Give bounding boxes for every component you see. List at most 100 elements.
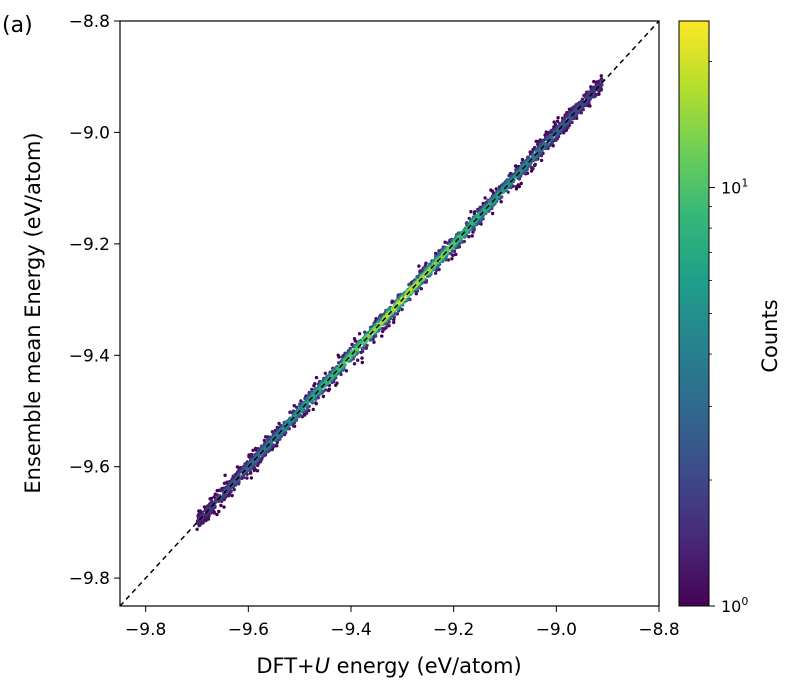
data-point bbox=[443, 240, 447, 244]
data-point bbox=[392, 320, 396, 325]
data-point bbox=[245, 476, 249, 480]
data-point bbox=[506, 190, 510, 194]
x-axis-label-italic: U bbox=[315, 654, 330, 678]
data-point bbox=[372, 340, 376, 344]
data-point bbox=[539, 158, 544, 163]
data-point bbox=[321, 394, 326, 399]
plot-frame bbox=[119, 20, 660, 607]
data-point bbox=[235, 465, 240, 469]
data-point bbox=[232, 480, 236, 484]
data-point bbox=[195, 527, 199, 531]
data-point bbox=[202, 513, 206, 517]
data-point bbox=[313, 382, 317, 386]
data-point bbox=[545, 141, 549, 146]
data-point bbox=[371, 337, 375, 341]
data-point bbox=[374, 334, 378, 338]
data-point bbox=[362, 340, 367, 344]
y-tick-label: −9.6 bbox=[69, 458, 110, 478]
data-point bbox=[219, 503, 223, 508]
data-point bbox=[546, 146, 550, 151]
data-point bbox=[469, 210, 473, 214]
data-point bbox=[342, 361, 346, 365]
data-point bbox=[249, 452, 254, 457]
x-tick-label: −9.4 bbox=[330, 620, 371, 640]
data-point bbox=[599, 74, 603, 78]
data-point bbox=[529, 169, 534, 173]
data-point bbox=[217, 509, 221, 514]
colorbar-ticks: 100 101 bbox=[709, 61, 748, 616]
x-axis-label: DFT+U energy (eV/atom) bbox=[256, 654, 521, 678]
data-point bbox=[565, 114, 569, 118]
data-point bbox=[203, 516, 207, 520]
data-point bbox=[256, 461, 261, 466]
colorbar bbox=[678, 20, 710, 607]
x-tick-label: −9.6 bbox=[228, 620, 269, 640]
data-point bbox=[381, 329, 385, 334]
data-point bbox=[421, 269, 425, 273]
data-point bbox=[251, 460, 255, 464]
data-point bbox=[373, 327, 377, 331]
data-point bbox=[541, 139, 545, 143]
data-point bbox=[454, 252, 458, 257]
data-point bbox=[353, 339, 358, 343]
data-point bbox=[314, 375, 319, 380]
data-point bbox=[367, 334, 371, 338]
data-point bbox=[433, 271, 438, 275]
data-point bbox=[467, 235, 471, 239]
data-point bbox=[472, 211, 477, 216]
y-tick-label: −9.2 bbox=[69, 235, 110, 255]
x-axis-ticks: −9.8 −9.6 −9.4 −9.2 −9.0 −8.8 bbox=[125, 606, 680, 640]
data-point bbox=[482, 209, 486, 213]
data-point bbox=[314, 402, 318, 406]
y-tick-label: −8.8 bbox=[69, 12, 110, 32]
data-point bbox=[544, 130, 548, 134]
data-point bbox=[340, 355, 344, 359]
data-point bbox=[437, 249, 441, 253]
data-point bbox=[336, 361, 341, 365]
data-point bbox=[326, 388, 331, 393]
data-point bbox=[400, 307, 404, 312]
data-point bbox=[381, 326, 385, 331]
data-point bbox=[414, 292, 418, 296]
data-point bbox=[248, 471, 253, 475]
data-point bbox=[592, 79, 596, 84]
data-point bbox=[589, 85, 593, 89]
colorbar-tick-label: 101 bbox=[721, 177, 748, 198]
data-point bbox=[464, 230, 468, 234]
data-point bbox=[323, 371, 327, 375]
data-point bbox=[514, 185, 519, 189]
data-point bbox=[348, 346, 352, 351]
data-point bbox=[215, 512, 219, 517]
data-point bbox=[519, 168, 524, 173]
data-point bbox=[424, 280, 428, 284]
y-tick-label: −9.0 bbox=[69, 123, 110, 143]
data-point bbox=[533, 162, 537, 167]
data-point bbox=[262, 438, 267, 443]
data-point bbox=[500, 195, 504, 199]
data-point bbox=[417, 264, 421, 268]
data-point bbox=[555, 119, 560, 124]
data-point bbox=[519, 181, 523, 186]
data-point bbox=[530, 150, 534, 154]
data-point bbox=[556, 116, 560, 120]
data-point bbox=[562, 122, 567, 126]
data-point bbox=[452, 241, 456, 245]
data-point bbox=[393, 307, 397, 311]
data-point bbox=[206, 517, 211, 521]
data-point bbox=[420, 281, 425, 285]
data-point bbox=[230, 493, 234, 498]
data-point bbox=[316, 396, 320, 400]
data-point bbox=[554, 137, 558, 141]
data-point bbox=[356, 358, 360, 362]
data-point bbox=[222, 505, 226, 509]
data-point bbox=[337, 355, 341, 359]
data-point bbox=[311, 407, 315, 412]
data-point bbox=[499, 200, 503, 204]
data-point bbox=[494, 187, 498, 191]
data-point bbox=[249, 476, 254, 480]
data-point bbox=[208, 497, 212, 501]
y-tick-label: −9.8 bbox=[69, 569, 110, 589]
data-point bbox=[448, 251, 453, 256]
panel-label: (a) bbox=[2, 13, 33, 38]
data-point bbox=[552, 120, 556, 124]
